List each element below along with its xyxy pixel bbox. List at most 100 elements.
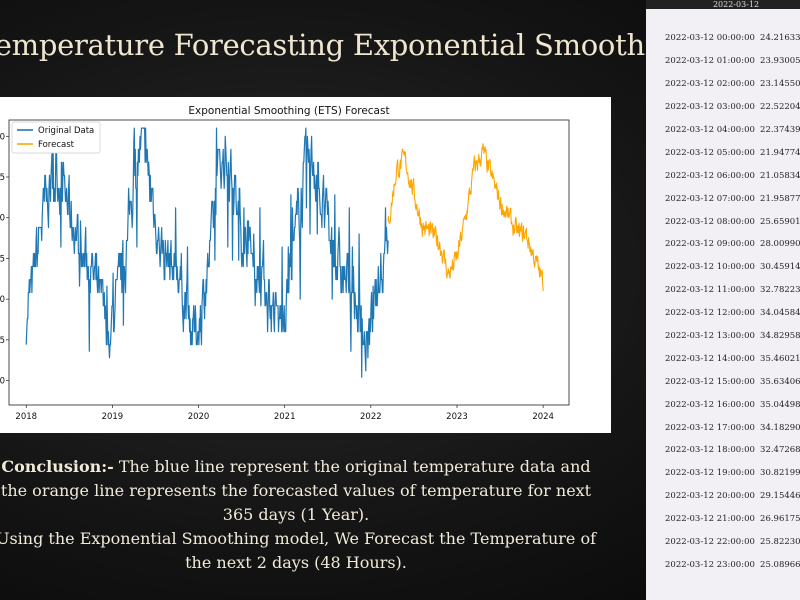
row-value: 29.154468 — [760, 491, 800, 502]
forecast-table-header: 2022-03-12 — [646, 0, 800, 9]
row-value: 21.058343 — [760, 170, 800, 181]
row-value: 26.961755 — [760, 514, 800, 525]
table-row: 2022-03-12 13:00:00 34.829583 — [646, 325, 800, 348]
table-row: 2022-03-12 00:00:00 24.216335 — [646, 27, 800, 50]
table-row: 2022-03-12 01:00:00 23.930059 — [646, 50, 800, 73]
row-timestamp: 2022-03-12 17:00:00 — [665, 422, 755, 433]
conclusion-label: Conclusion:- — [1, 457, 114, 476]
row-timestamp: 2022-03-12 07:00:00 — [665, 193, 755, 204]
table-row: 2022-03-12 12:00:00 34.045847 — [646, 302, 800, 325]
row-value: 22.374394 — [760, 125, 800, 135]
row-timestamp: 2022-03-12 08:00:00 — [665, 216, 755, 227]
legend: Original Data Forecast — [11, 121, 101, 154]
table-row: 2022-03-12 16:00:00 35.044983 — [646, 393, 800, 416]
row-timestamp: 2022-03-12 22:00:00 — [665, 537, 755, 548]
row-value: 35.044983 — [760, 399, 800, 410]
row-value: 28.009900 — [760, 239, 800, 250]
table-row: 2022-03-12 19:00:00 30.821995 — [646, 462, 800, 485]
chart-panel: Exponential Smoothing (ETS) Forecast 10 1… — [0, 97, 611, 433]
table-row: 2022-03-12 02:00:00 23.145503 — [646, 73, 800, 96]
legend-label-forecast: Forecast — [38, 140, 75, 150]
y-tick-label: 10 — [0, 377, 5, 387]
row-timestamp: 2022-03-12 11:00:00 — [665, 285, 755, 296]
conclusion-line-2: Using the Exponential Smoothing model, W… — [0, 529, 596, 572]
slide-title: Temperature Forecasting Exponential Smoo… — [0, 28, 691, 62]
x-tick-label: 2022 — [360, 412, 382, 422]
conclusion-line-1: The blue line represent the original tem… — [0, 457, 592, 524]
y-axis-ticks: 10 15 20 25 30 35 40 — [0, 132, 9, 387]
x-tick-label: 2020 — [188, 412, 210, 422]
row-timestamp: 2022-03-12 15:00:00 — [665, 376, 755, 387]
chart-title: Exponential Smoothing (ETS) Forecast — [188, 105, 389, 117]
table-row: 2022-03-12 21:00:00 26.961755 — [646, 508, 800, 531]
x-tick-label: 2021 — [274, 412, 296, 422]
series-line-original — [25, 127, 389, 378]
row-value: 35.634063 — [760, 376, 800, 387]
row-timestamp: 2022-03-12 04:00:00 — [665, 125, 755, 135]
row-value: 32.472688 — [760, 445, 800, 456]
row-value: 30.459140 — [760, 262, 800, 273]
row-timestamp: 2022-03-12 21:00:00 — [665, 514, 755, 525]
row-timestamp: 2022-03-12 00:00:00 — [665, 33, 755, 44]
row-value: 23.145503 — [760, 79, 800, 90]
y-tick-label: 30 — [0, 214, 5, 224]
row-timestamp: 2022-03-12 19:00:00 — [665, 468, 755, 479]
row-value: 34.182908 — [760, 422, 800, 433]
row-timestamp: 2022-03-12 01:00:00 — [665, 56, 755, 67]
y-tick-label: 15 — [0, 336, 5, 346]
table-row: 2022-03-12 18:00:00 32.472688 — [646, 439, 800, 462]
row-timestamp: 2022-03-12 10:00:00 — [665, 262, 755, 273]
row-value: 35.460214 — [760, 353, 800, 364]
table-row: 2022-03-12 09:00:00 28.009900 — [646, 233, 800, 256]
row-timestamp: 2022-03-12 23:00:00 — [665, 559, 755, 570]
series-line-forecast — [387, 143, 544, 292]
row-value: 25.822303 — [760, 537, 800, 548]
row-timestamp: 2022-03-12 20:00:00 — [665, 491, 755, 502]
y-tick-label: 40 — [0, 132, 5, 142]
x-axis-ticks: 2018 2019 2020 2021 2022 2023 2024 — [15, 405, 554, 422]
table-row: 2022-03-12 17:00:00 34.182908 — [646, 416, 800, 439]
conclusion-text: Conclusion:- The blue line represent the… — [0, 455, 606, 575]
table-row: 2022-03-12 03:00:00 22.522041 — [646, 96, 800, 119]
x-tick-label: 2018 — [15, 412, 37, 422]
row-timestamp: 2022-03-12 09:00:00 — [665, 239, 755, 250]
plot-area-frame — [8, 119, 570, 406]
table-row: 2022-03-12 14:00:00 35.460214 — [646, 347, 800, 370]
table-row: 2022-03-12 06:00:00 21.058343 — [646, 164, 800, 187]
row-value: 24.216335 — [760, 33, 800, 44]
row-value: 22.522041 — [760, 102, 800, 113]
row-timestamp: 2022-03-12 03:00:00 — [665, 102, 755, 113]
row-timestamp: 2022-03-12 16:00:00 — [665, 399, 755, 410]
legend-label-original: Original Data — [38, 126, 94, 136]
table-row: 2022-03-12 22:00:00 25.822303 — [646, 531, 800, 554]
x-tick-label: 2024 — [532, 412, 554, 422]
x-tick-label: 2019 — [102, 412, 124, 422]
row-timestamp: 2022-03-12 13:00:00 — [665, 331, 755, 342]
row-value: 25.089666 — [760, 559, 800, 570]
series-layer — [25, 127, 544, 378]
legend-box — [11, 121, 101, 154]
row-value: 34.829583 — [760, 331, 800, 342]
table-row: 2022-03-12 05:00:00 21.947741 — [646, 141, 800, 164]
table-row: 2022-03-12 20:00:00 29.154468 — [646, 485, 800, 508]
row-timestamp: 2022-03-12 05:00:00 — [665, 147, 755, 158]
row-timestamp: 2022-03-12 14:00:00 — [665, 353, 755, 364]
row-value: 21.947741 — [760, 147, 800, 158]
y-tick-label: 35 — [0, 173, 5, 183]
table-row: 2022-03-12 04:00:00 22.374394 — [646, 119, 800, 142]
row-timestamp: 2022-03-12 06:00:00 — [665, 170, 755, 181]
ets-forecast-chart: Exponential Smoothing (ETS) Forecast 10 1… — [0, 105, 570, 422]
y-tick-label: 20 — [0, 295, 5, 305]
x-tick-label: 2023 — [446, 412, 468, 422]
forecast-table-panel[interactable]: 2022-03-12 2022-03-12 00:00:0024.2163352… — [646, 0, 800, 600]
row-timestamp: 2022-03-12 18:00:00 — [665, 445, 755, 456]
row-value: 30.821995 — [760, 468, 800, 479]
row-value: 23.930059 — [760, 56, 800, 67]
